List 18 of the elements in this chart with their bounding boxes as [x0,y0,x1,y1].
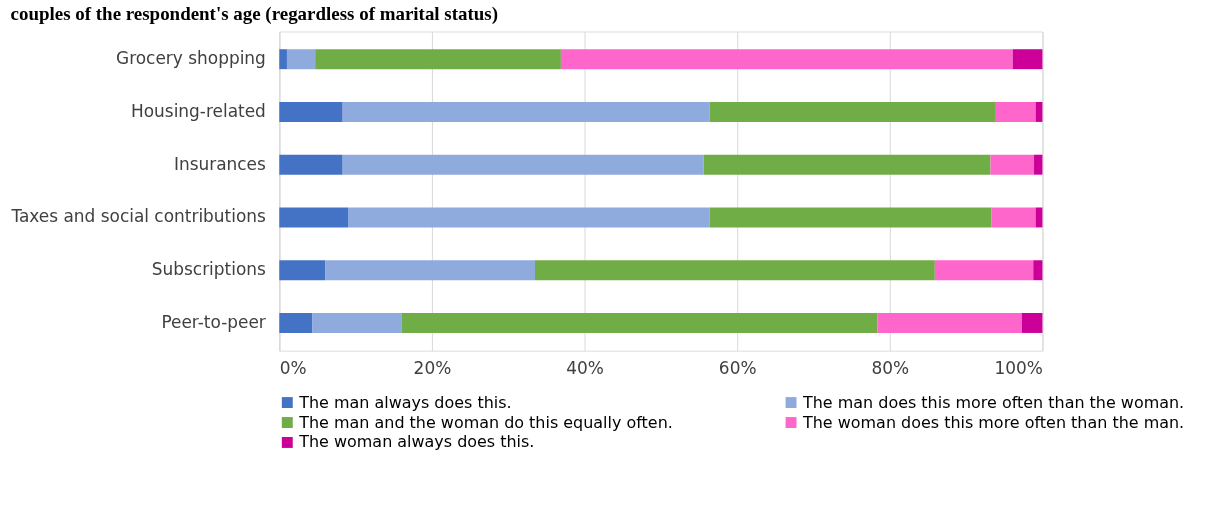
chart-title: couples of the respondent's age (regardless of marital status) [10,2,499,25]
y-tick-label: Subscriptions [151,259,266,280]
y-tick-label: Taxes and social contributions [10,206,266,227]
y-tick-label: Insurances [173,153,266,174]
legend-label: The man does this more often than the woman. [802,392,1185,412]
y-tick-label: Housing-related [130,100,266,121]
x-tick-label: 0% [279,358,307,379]
legend-label: The woman always does this. [298,432,535,452]
x-tick-label: 40% [566,358,604,379]
legend-label: The woman does this more often than the man. [802,412,1185,432]
x-tick-label: 20% [413,358,452,379]
x-tick-label: 100% [994,358,1043,379]
legend-label: The man and the woman do this equally often. [298,412,673,432]
y-tick-label: Peer-to-peer [161,311,266,332]
y-tick-label: Grocery shopping [116,48,266,69]
x-tick-label: 60% [718,358,757,379]
x-tick-label: 80% [871,358,910,379]
legend-label: The man always does this. [298,392,512,412]
